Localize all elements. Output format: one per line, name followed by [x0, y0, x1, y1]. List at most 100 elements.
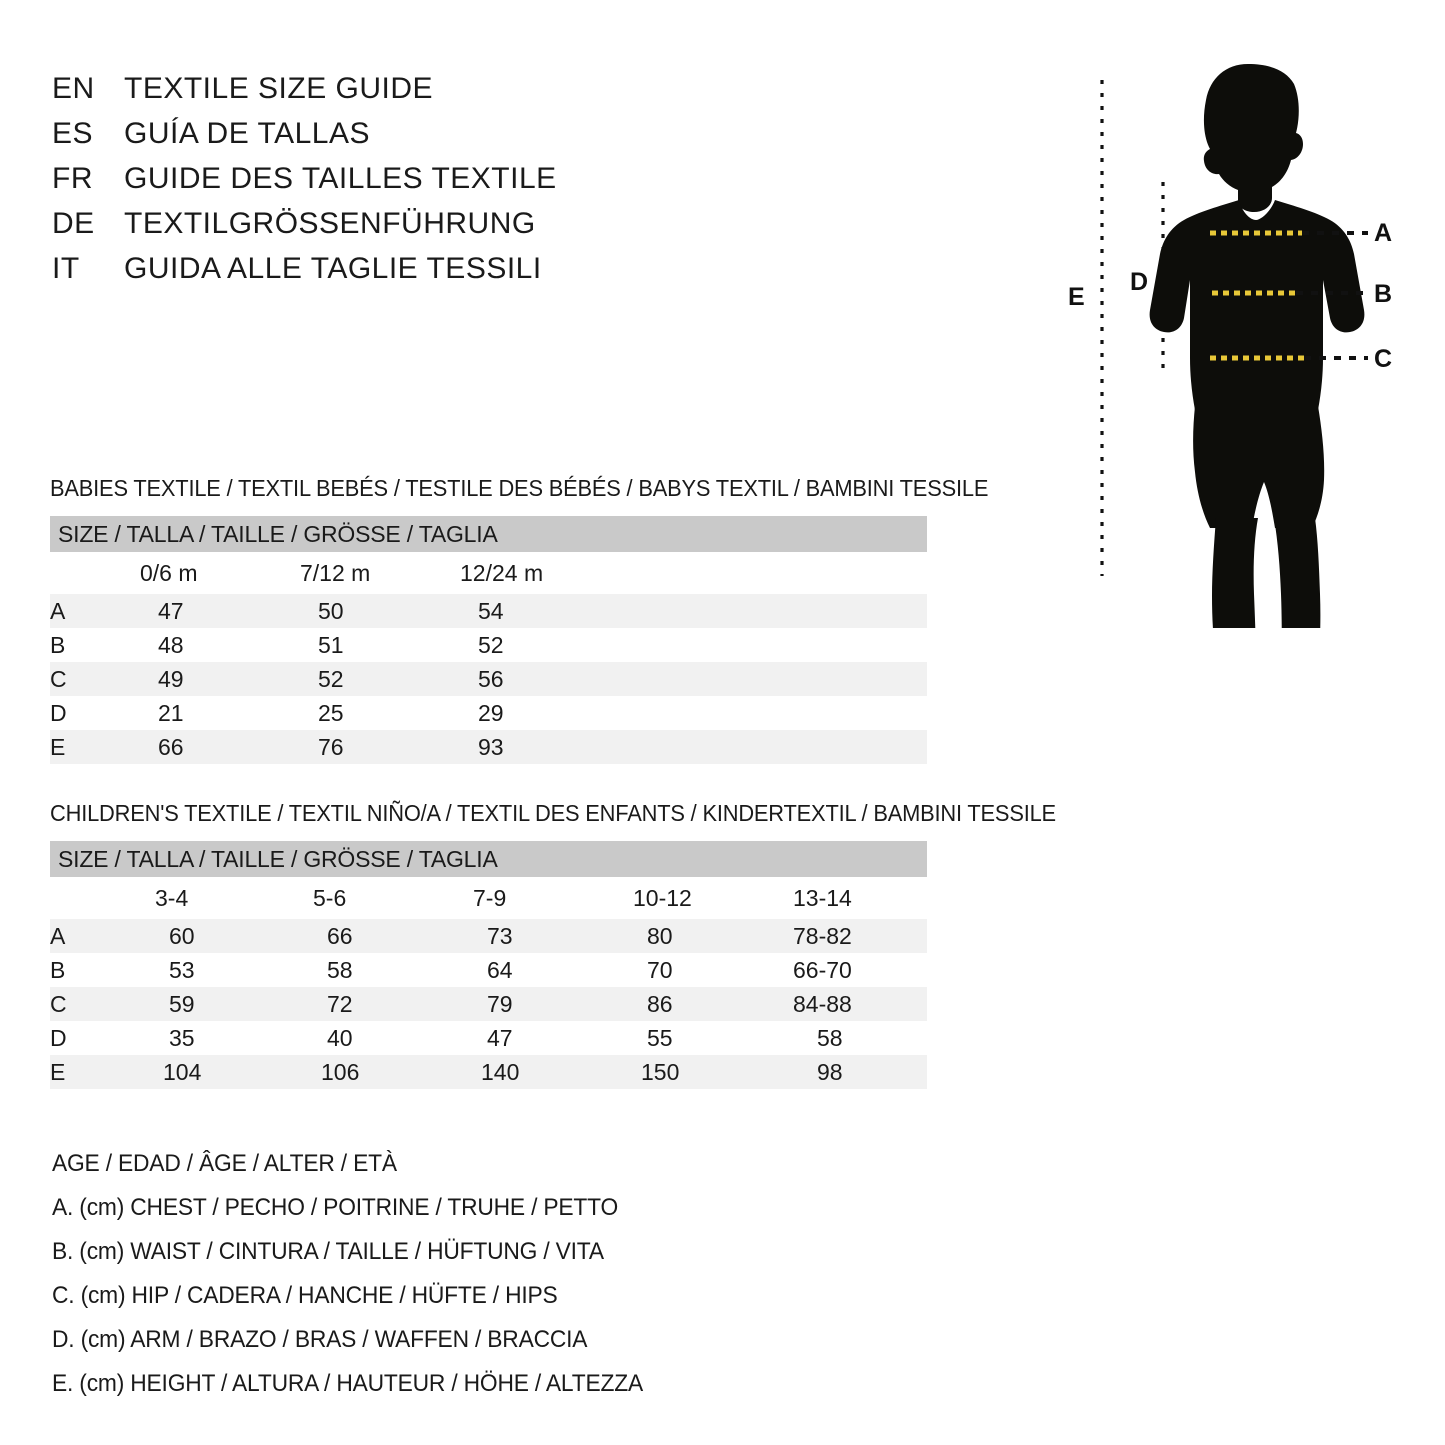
babies-size-table: SIZE / TALLA / TAILLE / GRÖSSE / TAGLIA …	[50, 516, 928, 764]
children-cell-4-0: 104	[155, 1055, 313, 1089]
language-code-it: IT	[52, 252, 80, 285]
children-cell-2-0: 59	[155, 987, 313, 1021]
babies-colhead-corner	[50, 552, 140, 594]
legend-line-chest: A. (cm) CHEST / PECHO / POITRINE / TRUHE…	[52, 1194, 619, 1221]
language-code-de: DE	[52, 207, 95, 240]
babies-cell-0-2: 54	[460, 594, 928, 628]
child-silhouette	[1149, 64, 1365, 628]
babies-column-header-row: 0/6 m 7/12 m 12/24 m	[50, 552, 928, 594]
children-cell-0-2: 73	[473, 919, 633, 953]
children-cell-2-2: 79	[473, 987, 633, 1021]
children-column-header-2: 7-9	[473, 877, 633, 919]
title-block: EN TEXTILE SIZE GUIDE ES GUÍA DE TALLAS …	[52, 72, 692, 297]
legend-line-waist: B. (cm) WAIST / CINTURA / TAILLE / HÜFTU…	[52, 1238, 604, 1265]
children-cell-2-3: 86	[633, 987, 793, 1021]
children-cell-1-4: 66-70	[793, 956, 852, 983]
title-row-it: IT GUIDA ALLE TAGLIE TESSILI	[52, 252, 692, 297]
measure-label-a: A	[1374, 219, 1393, 247]
babies-row-label-4: E	[50, 730, 140, 764]
children-column-header-0: 3-4	[155, 877, 313, 919]
title-text-de: TEXTILGRÖSSENFÜHRUNG	[124, 207, 536, 240]
title-row-de: DE TEXTILGRÖSSENFÜHRUNG	[52, 207, 692, 252]
babies-cell-1-2: 52	[478, 631, 504, 658]
children-column-header-1: 5-6	[313, 877, 473, 919]
title-text-it: GUIDA ALLE TAGLIE TESSILI	[124, 252, 542, 285]
legend-line-hip: C. (cm) HIP / CADERA / HANCHE / HÜFTE / …	[52, 1282, 558, 1309]
children-cell-4-1: 106	[313, 1055, 473, 1089]
babies-band-header-row: SIZE / TALLA / TAILLE / GRÖSSE / TAGLIA	[50, 516, 928, 552]
table-row: A 47 50 54	[50, 594, 928, 628]
babies-column-header-0: 0/6 m	[140, 552, 300, 594]
children-cell-4-2: 140	[473, 1055, 633, 1089]
measure-label-e: E	[1068, 283, 1085, 311]
babies-band-header-label: SIZE / TALLA / TAILLE / GRÖSSE / TAGLIA	[50, 516, 928, 552]
children-section-title: CHILDREN'S TEXTILE / TEXTIL NIÑO/A / TEX…	[50, 800, 1056, 826]
babies-cell-2-1: 52	[300, 662, 460, 696]
children-cell-3-0: 35	[169, 1024, 195, 1051]
title-text-en: TEXTILE SIZE GUIDE	[124, 72, 434, 105]
babies-row-label-3: D	[50, 699, 67, 726]
children-cell-1-3: 70	[647, 956, 673, 983]
babies-cell-3-1: 25	[318, 699, 344, 726]
babies-cell-4-0: 66	[140, 730, 300, 764]
children-cell-3-3: 55	[647, 1024, 673, 1051]
babies-cell-0-1: 50	[300, 594, 460, 628]
babies-cell-3-0: 21	[158, 699, 184, 726]
children-textile-section: CHILDREN'S TEXTILE / TEXTIL NIÑO/A / TEX…	[50, 800, 1150, 1089]
children-cell-1-2: 64	[487, 956, 513, 983]
measurement-legend: AGE / EDAD / ÂGE / ALTER / ETÀ A. (cm) C…	[52, 1142, 852, 1406]
babies-cell-4-2: 93	[460, 730, 928, 764]
title-text-fr: GUIDE DES TAILLES TEXTILE	[124, 162, 557, 195]
children-cell-3-1: 40	[327, 1024, 353, 1051]
babies-cell-3-2: 29	[478, 699, 504, 726]
table-row: C 49 52 56	[50, 662, 928, 696]
babies-cell-2-2: 56	[460, 662, 928, 696]
children-column-header-4: 13-14	[793, 877, 928, 919]
measure-label-d: D	[1130, 268, 1149, 296]
body-measurement-diagram	[1050, 48, 1445, 628]
children-band-header-label: SIZE / TALLA / TAILLE / GRÖSSE / TAGLIA	[50, 841, 928, 877]
children-column-header-3: 10-12	[633, 877, 793, 919]
title-row-es: ES GUÍA DE TALLAS	[52, 117, 692, 162]
language-code-es: ES	[52, 117, 94, 150]
table-row: D 21 25 29	[50, 696, 927, 730]
children-band-header-row: SIZE / TALLA / TAILLE / GRÖSSE / TAGLIA	[50, 841, 928, 877]
children-cell-4-4: 98	[793, 1055, 928, 1089]
table-row: E 66 76 93	[50, 730, 928, 764]
babies-textile-section: BABIES TEXTILE / TEXTIL BEBÉS / TESTILE …	[50, 475, 1150, 764]
babies-section-title: BABIES TEXTILE / TEXTIL BEBÉS / TESTILE …	[50, 475, 989, 501]
children-row-label-1: B	[50, 956, 66, 983]
children-cell-2-1: 72	[313, 987, 473, 1021]
table-row: B 53 58 64 70 66-70	[50, 953, 927, 987]
babies-row-label-2: C	[50, 662, 140, 696]
children-column-header-row: 3-4 5-6 7-9 10-12 13-14	[50, 877, 928, 919]
babies-cell-1-0: 48	[158, 631, 184, 658]
children-size-table: SIZE / TALLA / TAILLE / GRÖSSE / TAGLIA …	[50, 841, 928, 1089]
table-row: B 48 51 52	[50, 628, 927, 662]
legend-line-age: AGE / EDAD / ÂGE / ALTER / ETÀ	[52, 1150, 397, 1177]
children-cell-0-4: 78-82	[793, 919, 928, 953]
table-row: A 60 66 73 80 78-82	[50, 919, 928, 953]
measure-label-c: C	[1374, 345, 1393, 373]
children-row-label-2: C	[50, 987, 155, 1021]
babies-cell-0-0: 47	[140, 594, 300, 628]
babies-row-label-1: B	[50, 631, 66, 658]
title-text-es: GUÍA DE TALLAS	[124, 117, 370, 150]
children-cell-1-0: 53	[169, 956, 195, 983]
language-code-fr: FR	[52, 162, 93, 195]
babies-row-label-0: A	[50, 594, 140, 628]
children-cell-1-1: 58	[327, 956, 353, 983]
babies-cell-1-1: 51	[318, 631, 344, 658]
children-row-label-3: D	[50, 1024, 67, 1051]
table-row: E 104 106 140 150 98	[50, 1055, 928, 1089]
children-cell-0-3: 80	[633, 919, 793, 953]
title-row-fr: FR GUIDE DES TAILLES TEXTILE	[52, 162, 692, 207]
babies-column-header-2: 12/24 m	[460, 552, 928, 594]
babies-column-header-1: 7/12 m	[300, 552, 460, 594]
children-cell-3-4: 58	[817, 1024, 843, 1051]
measure-label-b: B	[1374, 280, 1393, 308]
table-row: C 59 72 79 86 84-88	[50, 987, 928, 1021]
children-cell-3-2: 47	[487, 1024, 513, 1051]
legend-line-arm: D. (cm) ARM / BRAZO / BRAS / WAFFEN / BR…	[52, 1326, 588, 1353]
